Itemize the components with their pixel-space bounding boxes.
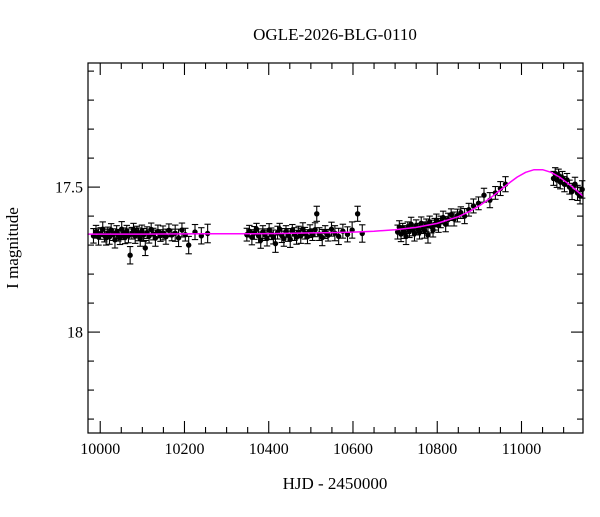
data-point <box>163 233 169 240</box>
data-point <box>314 211 320 217</box>
data-point <box>354 211 361 217</box>
data-point <box>312 227 318 233</box>
data-point <box>426 219 433 225</box>
plot-title: OGLE-2026-BLG-0110 <box>253 25 417 44</box>
data-point <box>152 235 159 241</box>
data-point <box>179 227 185 233</box>
data-point <box>139 228 145 234</box>
x-tick-label: 11000 <box>502 441 541 458</box>
data-point <box>119 226 125 232</box>
data-point <box>497 185 504 192</box>
axis-tick-labels: 10000 10200 10400 10600 10800 11000 17.5 18 <box>55 180 541 458</box>
x-tick-label: 10200 <box>164 441 204 458</box>
data-point <box>328 226 335 232</box>
data-point <box>403 233 409 240</box>
data-point <box>142 245 148 251</box>
data-point <box>411 230 418 237</box>
data-point <box>148 226 154 233</box>
data-point <box>264 235 270 242</box>
data-point <box>155 228 161 235</box>
data-point <box>470 203 477 209</box>
data-point <box>93 229 99 235</box>
model-curve <box>87 168 584 235</box>
model-curve-group <box>87 168 584 235</box>
data-point <box>255 233 262 239</box>
data-point <box>276 226 283 232</box>
data-point <box>335 233 342 240</box>
data-point <box>100 226 106 232</box>
y-tick-label: 17.5 <box>55 180 83 197</box>
data-point <box>325 232 331 238</box>
data-point <box>572 181 578 187</box>
data-point <box>249 234 255 240</box>
data-point <box>557 179 563 185</box>
data-point <box>253 226 260 232</box>
data-point <box>481 192 487 198</box>
data-point <box>425 232 431 238</box>
data-point <box>175 235 182 241</box>
data-point <box>421 227 428 234</box>
data-point <box>246 228 253 234</box>
data-point <box>108 227 114 233</box>
x-tick-label: 10600 <box>333 441 373 458</box>
data-point <box>287 236 293 243</box>
data-point <box>418 220 424 227</box>
data-point <box>185 242 192 248</box>
data-point <box>416 229 423 235</box>
data-point <box>561 181 568 187</box>
data-point <box>298 233 304 239</box>
data-point <box>559 175 566 181</box>
data-point <box>408 221 414 227</box>
plot-frame <box>87 62 584 434</box>
data-point <box>270 234 277 240</box>
y-tick-label: 18 <box>67 325 83 342</box>
x-axis-label: HJD - 2450000 <box>283 474 388 493</box>
data-point <box>579 186 585 193</box>
data-point <box>430 227 436 233</box>
data-point <box>440 214 446 221</box>
data-point <box>124 228 130 234</box>
data-point <box>300 226 306 232</box>
data-point <box>319 234 325 241</box>
data-point <box>433 217 440 224</box>
data-point <box>569 188 575 195</box>
data-point <box>258 237 264 243</box>
data-point <box>182 231 189 238</box>
data-point <box>458 209 464 216</box>
x-tick-label: 10000 <box>80 441 120 458</box>
data-point <box>166 227 172 234</box>
data-point <box>112 237 118 243</box>
data-point <box>448 211 454 218</box>
data-point <box>344 231 351 238</box>
data-point <box>304 233 311 240</box>
x-tick-label: 10800 <box>417 441 457 458</box>
axis-ticks <box>88 63 583 433</box>
data-point <box>293 234 300 240</box>
data-point <box>137 236 143 242</box>
data-point <box>281 236 287 242</box>
data-point <box>272 240 279 247</box>
x-tick-label: 10400 <box>249 441 289 458</box>
data-point <box>127 252 133 258</box>
data-point <box>442 221 449 227</box>
y-axis-label: I magnitude <box>3 207 22 289</box>
data-point <box>401 229 408 235</box>
data-point <box>117 234 123 241</box>
